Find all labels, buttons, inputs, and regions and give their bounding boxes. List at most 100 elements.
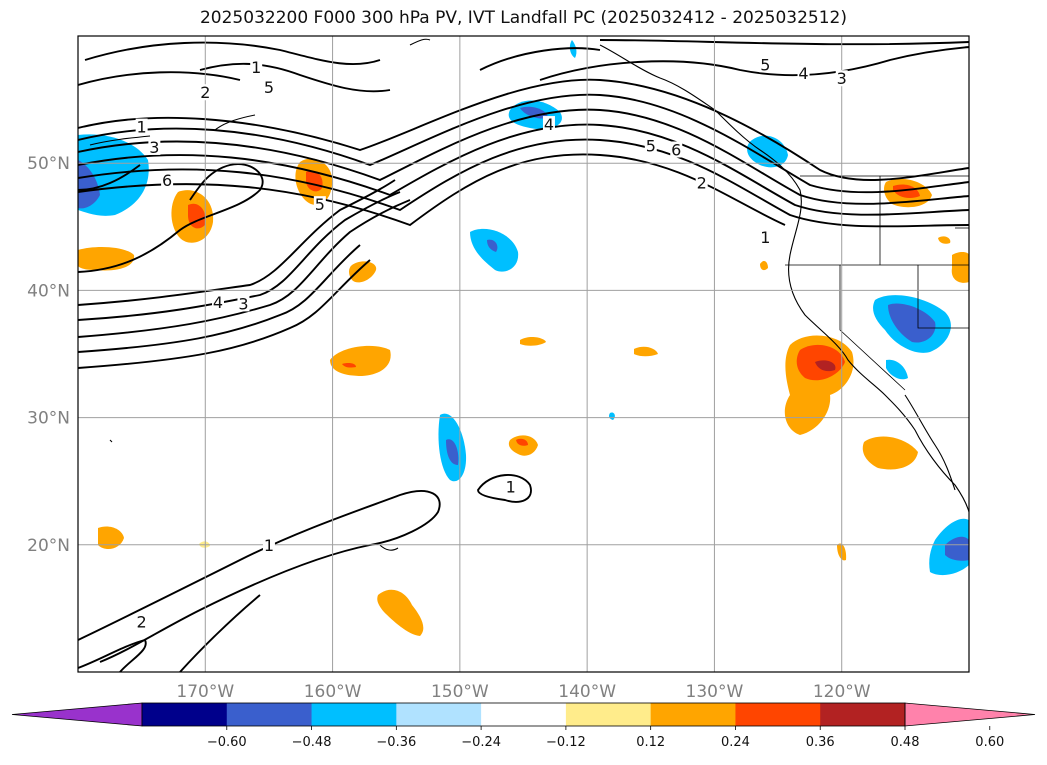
contour-label: 4 [544,115,554,134]
pv-contours [78,39,969,672]
lon-tick-label: 160°W [304,682,362,702]
fill-positive [78,247,135,271]
contour-label-bg [695,174,708,191]
contour-label-bg [797,65,810,82]
contour-label: 5 [264,78,274,97]
contour-label-bg [504,478,517,495]
fill-positive-strong [516,438,528,446]
colorbar: −0.60 −0.48 −0.36 −0.24 −0.12 0.12 0.24 0.36 0.4… [11,702,1036,750]
contour-label: 5 [646,137,656,156]
colorbar-tick-label: 0.48 [891,735,920,750]
lon-tick-label: 130°W [686,682,744,702]
fill-positive [938,236,951,244]
fill-negative-strong [945,536,969,561]
fill-positive [330,345,391,376]
colorbar-tick-label: 0.12 [636,735,665,750]
gridlines [78,36,969,672]
fill-negative-strong [487,239,498,252]
fill-positive [98,526,124,550]
contour-label-bg [250,58,263,75]
contour-label: 1 [264,536,274,555]
colorbar-extend-max [904,702,1036,727]
colorbar-tick-label: −0.24 [461,735,501,750]
fill-positive [349,261,377,283]
contour-label: 3 [149,138,159,157]
lon-tick-label: 120°W [813,682,871,702]
fill-positive [520,336,546,346]
contour-label: 5 [315,195,325,214]
contour-label-bg [135,613,148,630]
colorbar-tick-label: −0.48 [292,735,332,750]
contour-label-bg [148,138,161,155]
colorbar-tick-label: 0.36 [806,735,835,750]
contour-label: 1 [760,228,770,247]
colorbar-segment [311,703,397,726]
contour-label: 4 [213,293,223,312]
lon-tick-label: 150°W [431,682,489,702]
contour-label: 2 [697,174,707,193]
fill-negative-strong [520,106,548,119]
fill-negative [609,412,615,420]
colorbar-outline [141,702,906,727]
contour-label-bg [644,137,657,154]
contour-label-bg [262,537,275,554]
contour-label-bg [135,118,148,135]
contour-label-bg [237,295,250,312]
contour-label-bg [262,79,275,96]
lat-tick-label: 20°N [27,536,70,556]
contour-label: 6 [671,140,681,159]
contour-label-bg [759,56,772,73]
latitude-labels: 50°N 40°N 30°N 20°N [27,154,70,556]
contour-label: 4 [798,64,808,83]
contour-label: 3 [238,294,248,313]
fill-positive [951,251,969,283]
contour-label: 1 [506,478,516,497]
political-borders [785,175,969,391]
colorbar-tick-label: 0.60 [975,735,1004,750]
contour-label: 1 [251,58,261,77]
colorbar-segment [481,703,567,726]
map-frame [77,35,970,673]
lat-tick-label: 30°N [27,409,70,429]
fill-positive [634,346,658,357]
fill-negative-strong [446,439,459,465]
colorbar-segment [226,703,313,726]
colorbar-tick-label: 0.24 [721,735,750,750]
colorbar-segment [820,703,906,726]
contour-label-bg [212,294,225,311]
colorbar-segment [650,703,736,726]
colorbar-segment [735,703,821,726]
fill-negative-strong [888,303,936,343]
fill-positive [377,589,424,636]
colorbar-tick-label: −0.60 [207,735,247,750]
lat-tick-label: 40°N [27,281,70,301]
contour-label: 1 [137,118,147,137]
colorbar-segment [565,703,652,726]
colorbar-tick-label: −0.36 [376,735,416,750]
map-title: 2025032200 F000 300 hPa PV, IVT Landfall… [199,8,847,28]
fill-negative [886,359,908,380]
colorbar-segment [142,703,228,726]
contour-label-bg [313,196,326,213]
contour-label: 3 [837,69,847,88]
fill-positive [760,261,768,271]
fill-negative-strong [78,160,100,209]
coastlines [89,38,969,551]
lat-tick-label: 50°N [27,154,70,174]
contour-label: 5 [760,55,770,74]
contour-label-bg [199,84,212,101]
colorbar-tick-label: −0.12 [546,735,586,750]
contour-label-bg [161,172,174,189]
contour-label-bg [759,229,772,246]
lon-tick-label: 170°W [176,682,234,702]
fill-positive [862,436,918,470]
lon-tick-label: 140°W [558,682,616,702]
contour-label-bg [542,116,555,133]
colorbar-extend-min [11,702,143,727]
fill-positive-strong [893,184,920,198]
longitude-labels: 170°W 160°W 150°W 140°W 130°W 120°W [176,682,870,702]
contour-label-bg [670,141,683,158]
fill-positive-strongest [815,360,836,372]
fill-positive-strong [342,363,356,368]
